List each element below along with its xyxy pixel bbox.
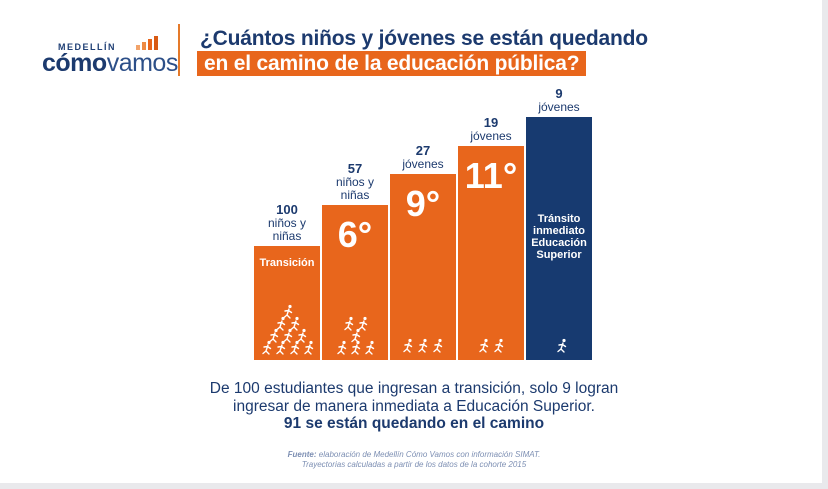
source-label: Fuente:	[287, 450, 317, 459]
runner-icon-1-0	[344, 316, 354, 331]
value-label-3: 19	[484, 115, 498, 130]
value-unit-0-0: niños y	[268, 216, 306, 230]
runner-icon-0-5	[297, 328, 307, 343]
bar-inner-label-4-1: inmediato	[533, 225, 585, 237]
bar-inner-label-4-3: Superior	[536, 249, 582, 261]
logo-wordmark-bold: cómo	[42, 49, 107, 77]
bar-inner-label-4-0: Tránsito	[538, 213, 581, 225]
value-unit-2-0: jóvenes	[401, 157, 443, 171]
runner-icon-1-5	[351, 328, 361, 343]
logo-wordmark: cómovamos	[42, 49, 178, 78]
source-note: Fuente: elaboración de Medellín Cómo Vam…	[0, 450, 828, 470]
bar-grade-2: 9°	[406, 183, 440, 224]
bar-0	[254, 246, 320, 360]
title-line-2: en el camino de la educación pública?	[197, 51, 587, 76]
runner-icon-0-9	[304, 340, 314, 355]
summary-line-3: 91 se están quedando en el camino	[283, 415, 545, 432]
value-label-2: 27	[416, 143, 430, 158]
runner-icon-1-1	[358, 316, 368, 331]
bar-2	[390, 174, 456, 360]
runner-icon-0-0	[283, 304, 293, 319]
bar-3	[458, 146, 524, 360]
runner-icon-2-2	[433, 338, 443, 353]
value-label-1: 57	[348, 161, 362, 176]
runner-icon-0-8	[290, 340, 300, 355]
value-unit-4-0: jóvenes	[537, 100, 579, 114]
logo-divider	[178, 24, 180, 76]
runner-icon-0-2	[290, 316, 300, 331]
runner-icon-1-2	[337, 340, 347, 355]
runner-icon-4-0	[557, 338, 567, 353]
source-line-1: Fuente: elaboración de Medellín Cómo Vam…	[0, 450, 828, 460]
value-label-4: 9	[555, 86, 562, 101]
source-line-2: Trayectorias calculadas a partir de los …	[301, 460, 527, 469]
runner-icon-0-1	[276, 316, 286, 331]
runner-icon-3-1	[494, 338, 504, 353]
runner-icon-3-0	[479, 338, 489, 353]
bar-4	[526, 117, 592, 360]
runner-icon-1-4	[365, 340, 375, 355]
value-unit-1-0: niños y	[336, 175, 374, 189]
value-unit-3-0: jóvenes	[469, 129, 511, 143]
summary-line-2: ingresar de manera inmediata a Educación…	[233, 398, 595, 415]
logo-bars-icon	[136, 36, 158, 50]
logo-city: MEDELLÍN	[58, 42, 116, 52]
summary-line-1: De 100 estudiantes que ingresan a transi…	[209, 380, 619, 397]
bar-grade-1: 6°	[338, 214, 372, 255]
runner-icon-2-1	[418, 338, 428, 353]
logo-wordmark-regular: vamos	[106, 49, 179, 77]
bar-inner-label-4-2: Educación	[531, 237, 587, 249]
bar-grade-3: 11°	[465, 155, 517, 196]
runner-icon-0-4	[283, 328, 293, 343]
runner-icon-2-0	[403, 338, 413, 353]
value-unit-1-1: niñas	[341, 188, 370, 202]
runner-icon-0-3	[269, 328, 279, 343]
title-line-1: ¿Cuántos niños y jóvenes se están quedan…	[200, 27, 648, 50]
bar-inner-label-0: Transición	[259, 257, 314, 269]
source-text-1: elaboración de Medellín Cómo Vamos con i…	[318, 450, 541, 459]
value-unit-0-1: niñas	[273, 229, 302, 243]
value-label-0: 100	[276, 202, 298, 217]
runner-icon-0-6	[262, 340, 272, 355]
runner-icon-0-7	[276, 340, 286, 355]
